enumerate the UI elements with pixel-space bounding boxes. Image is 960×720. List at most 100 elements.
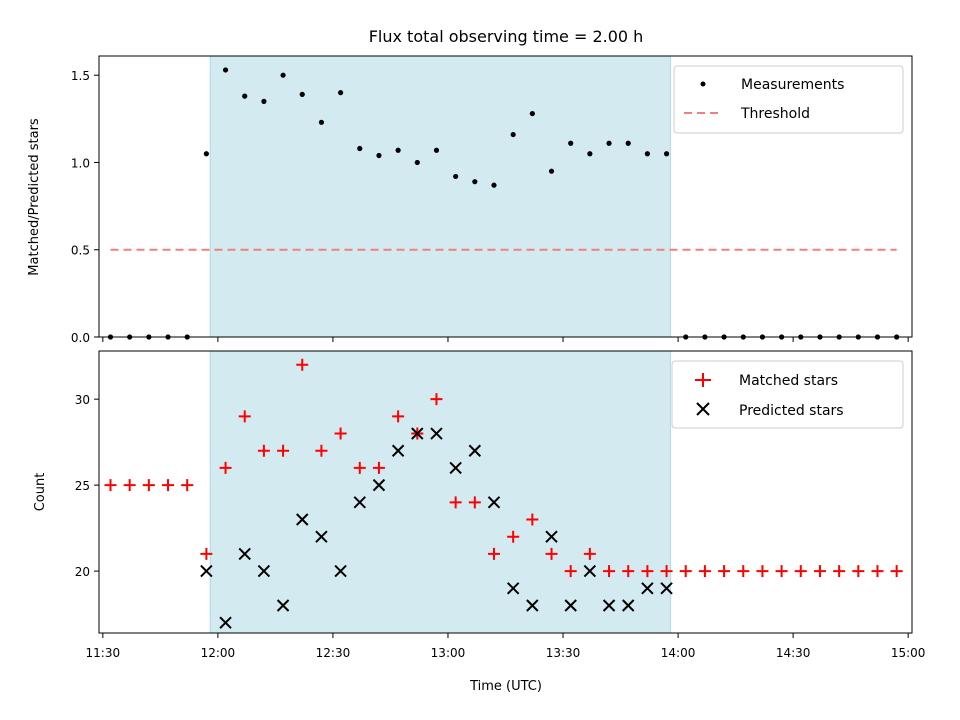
- predicted-star-point: [334, 564, 347, 578]
- matched-star-point: [315, 444, 328, 457]
- predicted-star-point: [602, 599, 616, 612]
- measurement-point: [568, 140, 574, 146]
- panel-count: 20 25 30 11:30 12:00 12:30 13:00 13:30 14:00 14:…: [33, 350, 925, 694]
- predicted-star-point: [622, 599, 635, 612]
- legend-dot-marker: [700, 81, 706, 87]
- matched-star-point: [775, 565, 788, 578]
- x-tick-label: 13:30: [546, 646, 581, 660]
- predicted-star-point: [238, 547, 251, 561]
- measurement-point: [222, 67, 229, 73]
- measurement-point: [261, 98, 267, 104]
- predicted-star-point: [583, 564, 597, 578]
- measurement-point: [318, 119, 325, 125]
- predicted-star-point: [506, 582, 520, 595]
- predicted-star-point: [468, 444, 482, 457]
- measurement-point: [606, 140, 612, 146]
- y-tick-label: 30: [75, 393, 90, 407]
- predicted-star-point: [276, 599, 290, 612]
- matched-star-point: [334, 427, 347, 440]
- matched-star-point: [449, 496, 462, 509]
- measurement-point: [587, 151, 593, 157]
- matched-star-point: [833, 565, 846, 578]
- x-tick-label: 12:30: [316, 646, 351, 660]
- legend-label-measurements: Measurements: [741, 77, 844, 93]
- legend-label-predicted: Predicted stars: [739, 403, 844, 419]
- matched-star-point: [372, 461, 385, 474]
- matched-star-point: [392, 410, 405, 423]
- y-tick-label: 25: [75, 479, 90, 493]
- x-ticks-top: [102, 337, 909, 342]
- legend-label-threshold: Threshold: [740, 106, 810, 122]
- legend-x-marker: [696, 402, 710, 416]
- matched-star-point: [353, 461, 366, 474]
- legend-frame-top: [673, 65, 904, 134]
- measurement-point: [663, 151, 670, 157]
- matched-star-point: [698, 565, 711, 578]
- matched-star-point: [104, 479, 117, 492]
- y-axis-label-top: Matched/Predicted stars: [27, 118, 42, 276]
- matched-star-point: [794, 565, 807, 578]
- matched-star-point: [564, 565, 577, 578]
- predicted-star-point: [391, 444, 405, 457]
- measurement-point: [357, 145, 363, 152]
- predicted-star-point: [487, 496, 501, 509]
- measurement-point: [548, 168, 555, 174]
- predicted-star-point: [564, 599, 577, 612]
- count-points: [104, 358, 903, 629]
- matched-star-point: [200, 547, 213, 560]
- matched-star-point: [142, 479, 155, 492]
- matched-star-point: [871, 565, 884, 578]
- y-tick-label: 20: [75, 565, 90, 579]
- matched-star-point: [718, 565, 731, 578]
- predicted-star-point: [315, 530, 328, 543]
- predicted-star-point: [257, 564, 271, 578]
- x-tick-label: 12:00: [201, 646, 236, 660]
- measurement-point: [472, 179, 478, 185]
- measurement-point: [529, 110, 535, 117]
- measurement-point: [280, 72, 286, 78]
- x-tick-label: 11:30: [86, 646, 121, 660]
- y-axis-label-bottom: Count: [33, 473, 48, 512]
- matched-star-point: [583, 547, 596, 560]
- legend-plus-marker: [695, 373, 711, 387]
- matched-star-point: [813, 565, 826, 578]
- matched-star-point: [277, 444, 290, 457]
- panel-ratio: 0.0 0.5 1.0 1.5 Matched/Predicted stars Mea…: [27, 55, 913, 345]
- matched-star-point: [487, 547, 500, 560]
- predicted-star-point: [641, 582, 654, 595]
- x-tick-label: 14:00: [661, 646, 696, 660]
- measurement-point: [395, 147, 401, 153]
- shaded-interval-bottom: [209, 350, 671, 634]
- measurement-point: [203, 151, 209, 157]
- legend-frame-bottom: [671, 360, 904, 429]
- matched-star-point: [296, 358, 309, 371]
- measurement-point: [491, 182, 497, 188]
- matched-star-point: [756, 565, 769, 578]
- measurement-point: [376, 152, 382, 159]
- measurement-point: [299, 91, 305, 97]
- predicted-star-point: [411, 427, 424, 440]
- y-tick-label: 0.5: [71, 244, 90, 258]
- y-ticks-top: 0.0 0.5 1.0 1.5: [71, 69, 99, 345]
- matched-star-point: [526, 513, 539, 526]
- legend-label-matched: Matched stars: [739, 373, 838, 389]
- predicted-star-point: [526, 599, 539, 612]
- measurement-point: [337, 90, 344, 96]
- matched-star-point: [890, 565, 903, 578]
- measurement-point: [242, 93, 248, 99]
- predicted-star-point: [430, 427, 443, 440]
- measurement-point: [433, 147, 440, 153]
- predicted-star-point: [545, 530, 558, 543]
- legend-top: Measurements Threshold: [673, 65, 904, 134]
- matched-star-point: [622, 565, 635, 578]
- matched-star-point: [430, 393, 443, 406]
- matched-star-point: [641, 565, 654, 578]
- matched-star-point: [162, 479, 175, 492]
- matched-star-point: [238, 410, 251, 423]
- x-tick-label: 14:30: [776, 646, 811, 660]
- x-axis-label: Time (UTC): [469, 679, 542, 694]
- chart-title: Flux total observing time = 2.00 h: [369, 27, 644, 46]
- predicted-star-point: [353, 496, 366, 509]
- matched-star-point: [603, 565, 616, 578]
